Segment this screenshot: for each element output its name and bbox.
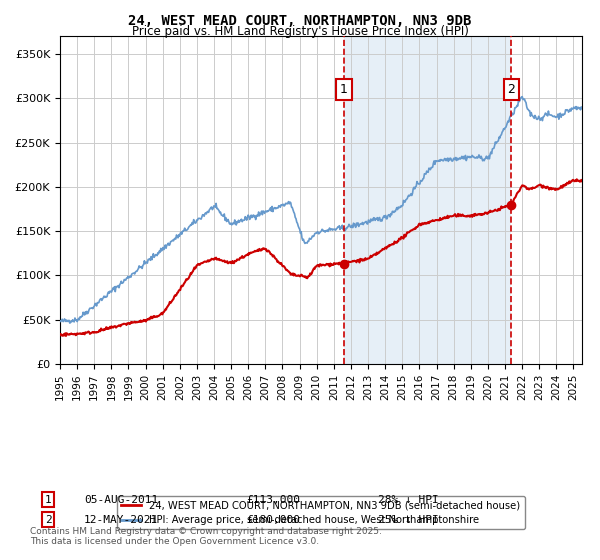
Text: 1: 1: [44, 494, 52, 505]
Text: £180,000: £180,000: [246, 515, 300, 525]
Text: 05-AUG-2011: 05-AUG-2011: [84, 494, 158, 505]
Text: 12-MAY-2021: 12-MAY-2021: [84, 515, 158, 525]
Bar: [344, 36, 511, 364]
Legend: 24, WEST MEAD COURT, NORTHAMPTON, NN3 9DB (semi-detached house), HPI: Average pr: 24, WEST MEAD COURT, NORTHAMPTON, NN3 9D…: [118, 496, 524, 529]
Text: Price paid vs. HM Land Registry's House Price Index (HPI): Price paid vs. HM Land Registry's House …: [131, 25, 469, 38]
Text: £113,000: £113,000: [246, 494, 300, 505]
Text: 28% ↓ HPI: 28% ↓ HPI: [378, 494, 439, 505]
Text: 1: 1: [340, 83, 348, 96]
Text: Contains HM Land Registry data © Crown copyright and database right 2025.
This d: Contains HM Land Registry data © Crown c…: [30, 526, 382, 546]
Text: 24, WEST MEAD COURT, NORTHAMPTON, NN3 9DB: 24, WEST MEAD COURT, NORTHAMPTON, NN3 9D…: [128, 14, 472, 28]
Text: 25% ↓ HPI: 25% ↓ HPI: [378, 515, 439, 525]
Text: 2: 2: [508, 83, 515, 96]
Text: 2: 2: [44, 515, 52, 525]
